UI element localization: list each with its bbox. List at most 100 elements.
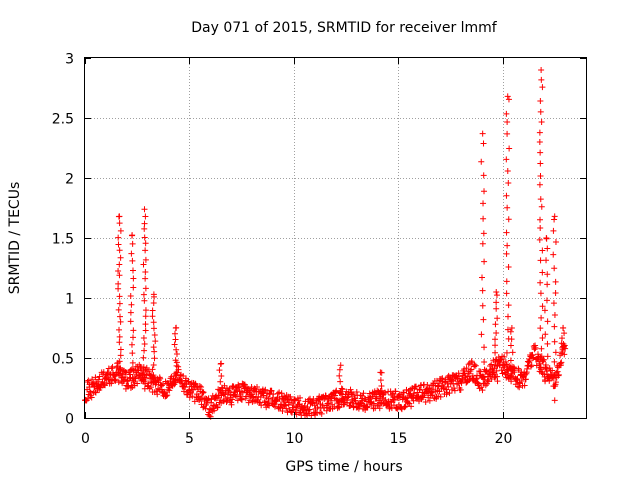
data-point <box>503 349 510 356</box>
data-point <box>536 236 543 243</box>
data-point <box>112 377 119 384</box>
data-point <box>422 398 429 405</box>
data-point <box>559 348 566 355</box>
data-point <box>537 196 544 203</box>
x-tick-label: 0 <box>81 431 90 447</box>
data-point <box>151 355 158 362</box>
data-point <box>105 376 112 383</box>
data-point <box>536 181 543 188</box>
data-point <box>479 130 486 137</box>
data-point <box>95 376 102 383</box>
data-point <box>493 289 500 295</box>
data-point <box>479 274 486 281</box>
data-point <box>539 247 546 254</box>
data-point <box>479 373 486 380</box>
data-point <box>196 382 203 389</box>
data-point <box>151 331 158 338</box>
data-point <box>503 250 510 257</box>
data-point <box>140 334 147 341</box>
data-point <box>145 368 152 375</box>
data-point <box>117 254 124 261</box>
ticks-layer: 0 0.5 1 1.5 2 2.5 3 0 5 10 15 20 <box>52 52 586 447</box>
y-tick-label: 0.5 <box>52 352 74 368</box>
data-point <box>504 130 511 137</box>
data-point <box>555 371 562 378</box>
data-point <box>498 356 505 363</box>
data-point <box>130 334 137 341</box>
data-point <box>127 292 134 299</box>
data-point <box>305 407 312 414</box>
data-point <box>377 369 384 376</box>
data-point <box>142 256 149 263</box>
data-point <box>149 307 156 314</box>
data-point <box>128 341 135 348</box>
data-point <box>116 213 123 220</box>
data-point <box>339 386 346 393</box>
data-point <box>538 76 545 83</box>
data-point <box>140 261 147 268</box>
data-point <box>173 362 180 369</box>
data-point <box>480 200 487 207</box>
data-point <box>171 330 178 337</box>
data-point <box>479 387 486 394</box>
data-point <box>327 397 334 404</box>
data-point <box>486 362 493 369</box>
grid-layer <box>85 58 586 418</box>
data-point <box>538 314 545 321</box>
data-point <box>349 399 356 406</box>
data-point <box>537 279 544 286</box>
data-point <box>88 394 95 401</box>
data-point <box>468 366 475 373</box>
data-point <box>481 373 488 380</box>
data-point <box>507 357 514 364</box>
data-point <box>228 396 235 403</box>
data-point <box>456 373 463 380</box>
data-point <box>472 362 479 369</box>
data-point <box>116 293 123 300</box>
data-point <box>163 392 170 399</box>
data-point <box>92 374 99 381</box>
data-point <box>149 313 156 320</box>
data-point <box>377 377 384 384</box>
data-point <box>509 365 516 372</box>
data-point <box>551 397 558 404</box>
data-point <box>370 400 377 407</box>
data-point <box>266 402 273 409</box>
data-point <box>509 349 516 356</box>
data-point <box>453 381 460 388</box>
data-point <box>492 336 499 343</box>
data-point <box>347 386 354 393</box>
data-point <box>551 358 558 365</box>
data-point <box>483 368 490 375</box>
data-point <box>142 285 149 292</box>
data-point <box>216 367 223 374</box>
data-point <box>117 366 124 373</box>
data-point <box>214 403 221 410</box>
data-point <box>190 386 197 393</box>
data-point <box>492 349 499 356</box>
x-axis-label: GPS time / hours <box>285 459 402 475</box>
data-point <box>262 386 269 393</box>
x-tick-label: 20 <box>495 431 513 447</box>
data-point <box>544 353 551 360</box>
data-point <box>218 384 225 391</box>
data-point <box>127 367 134 374</box>
data-point <box>151 374 158 381</box>
data-point <box>503 156 510 163</box>
data-point <box>558 340 565 347</box>
data-point <box>552 373 559 380</box>
data-point <box>116 333 123 340</box>
data-point <box>552 379 559 386</box>
data-point <box>504 168 511 175</box>
data-point <box>537 257 544 264</box>
data-point <box>481 258 488 265</box>
data-point <box>480 172 487 179</box>
data-point <box>528 362 535 369</box>
data-point <box>508 378 515 385</box>
data-point <box>237 395 244 402</box>
data-point <box>129 267 136 274</box>
data-point <box>435 393 442 400</box>
data-point <box>475 381 482 388</box>
data-point <box>536 129 543 136</box>
data-point <box>117 227 124 234</box>
